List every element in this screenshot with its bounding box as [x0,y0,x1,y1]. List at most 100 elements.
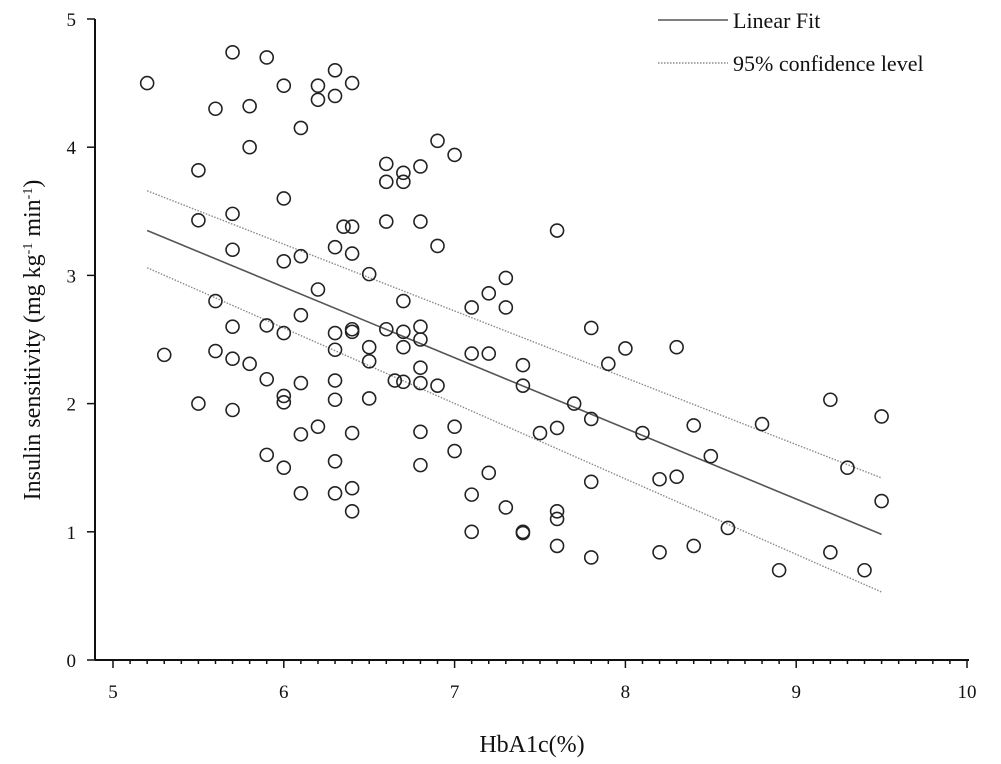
y-tick-label: 5 [67,10,77,31]
data-point [260,319,273,332]
data-point [243,100,256,113]
data-point [329,89,342,102]
data-point [499,501,512,514]
data-point [329,64,342,77]
data-point [397,175,410,188]
data-point [875,410,888,423]
data-point [465,525,478,538]
data-point [226,320,239,333]
x-tick-label: 8 [621,682,631,703]
data-point [329,374,342,387]
data-point [431,379,444,392]
data-point [192,214,205,227]
y-tick-label: 3 [67,266,77,287]
data-point [346,505,359,518]
data-point [499,271,512,284]
data-point [414,160,427,173]
data-point [363,392,376,405]
x-tick-label: 10 [958,682,977,703]
data-point [209,345,222,358]
data-point [243,357,256,370]
data-point [226,207,239,220]
data-point [158,348,171,361]
data-point [363,355,376,368]
data-point [294,121,307,134]
data-point [414,459,427,472]
data-point [311,283,324,296]
y-tick-label: 4 [67,138,77,159]
y-tick-label: 0 [67,651,77,672]
data-point [346,427,359,440]
data-point [482,347,495,360]
data-point [277,79,290,92]
data-point [551,505,564,518]
data-point [875,495,888,508]
data-point [602,357,615,370]
data-point [431,134,444,147]
data-point [277,461,290,474]
data-point [551,539,564,552]
data-point [346,220,359,233]
data-point [756,418,769,431]
data-point [346,247,359,260]
data-point [704,450,717,463]
data-point [192,164,205,177]
legend: Linear Fit 95% confidence level [658,8,924,76]
data-point [141,77,154,90]
data-point [209,295,222,308]
data-point [653,546,666,559]
linear-fit-line [147,231,881,535]
data-points [141,46,888,577]
data-point [824,546,837,559]
data-point [380,215,393,228]
data-point [226,46,239,59]
data-point [260,373,273,386]
data-point [243,141,256,154]
x-tick-label: 5 [108,682,118,703]
x-tick-label: 7 [450,682,460,703]
data-point [363,268,376,281]
x-tick-label: 6 [279,682,289,703]
data-point [534,427,547,440]
data-point [824,393,837,406]
data-point [721,521,734,534]
data-point [192,397,205,410]
data-point [311,79,324,92]
data-point [346,482,359,495]
data-point [619,342,632,355]
data-point [551,224,564,237]
data-point [414,361,427,374]
x-axis-title: HbA1c(%) [479,732,584,758]
data-point [277,327,290,340]
data-point [294,377,307,390]
data-point [687,419,700,432]
data-point [448,445,461,458]
y-axis-title: Insulin sensitivity (mg kg-1 min-1) [20,180,46,501]
data-point [397,375,410,388]
data-point [448,420,461,433]
data-point [260,448,273,461]
data-point [465,488,478,501]
data-point [209,102,222,115]
data-point [294,309,307,322]
data-point [329,327,342,340]
data-point [329,393,342,406]
data-point [226,243,239,256]
data-point [551,512,564,525]
data-point [397,341,410,354]
data-point [516,359,529,372]
data-point [482,466,495,479]
data-point [294,428,307,441]
data-point [414,215,427,228]
data-point [585,475,598,488]
data-point [226,404,239,417]
data-point [226,352,239,365]
data-point [841,461,854,474]
data-point [499,301,512,314]
data-point [380,157,393,170]
data-point [277,192,290,205]
data-point [363,341,376,354]
data-point [448,148,461,161]
data-point [687,539,700,552]
data-point [670,470,683,483]
